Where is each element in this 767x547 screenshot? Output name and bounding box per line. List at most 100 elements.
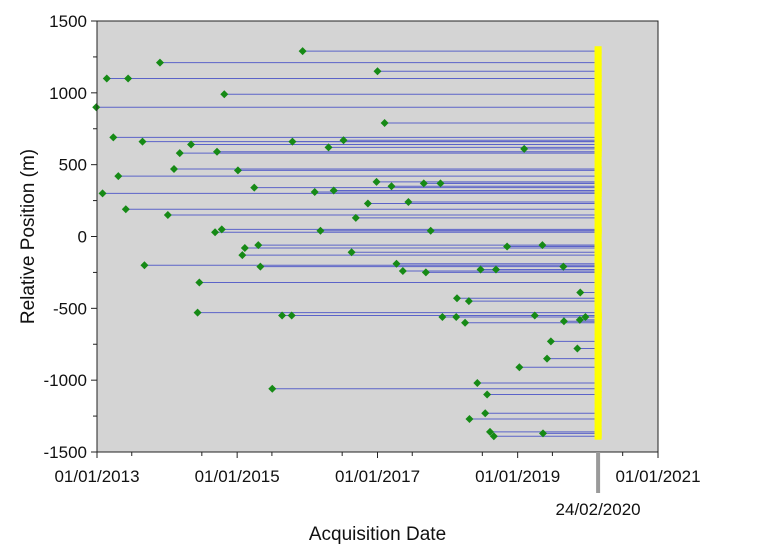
reference-marker	[594, 120, 602, 128]
data-point	[288, 137, 297, 146]
data-point	[193, 308, 202, 317]
reference-marker	[594, 431, 602, 439]
data-point	[473, 379, 482, 388]
reference-marker	[594, 385, 602, 393]
data-point	[387, 182, 396, 191]
reference-marker	[594, 339, 602, 347]
data-point	[559, 262, 568, 271]
reference-marker	[594, 241, 602, 249]
reference-marker	[594, 350, 602, 358]
plot-area	[97, 21, 658, 452]
y-axis-title: Relative Position (m)	[18, 149, 39, 324]
reference-marker	[594, 189, 602, 197]
data-point	[452, 312, 461, 321]
data-point	[268, 384, 277, 393]
data-point	[426, 226, 435, 235]
reference-marker	[594, 253, 602, 261]
reference-marker	[594, 264, 602, 272]
reference-marker	[594, 172, 602, 180]
data-point	[109, 133, 118, 142]
reference-marker	[594, 345, 602, 353]
reference-marker	[594, 414, 602, 422]
data-point	[212, 147, 221, 156]
reference-marker	[594, 218, 602, 226]
reference-marker	[594, 138, 602, 146]
reference-marker	[594, 396, 602, 404]
data-point	[581, 312, 590, 321]
data-point	[121, 205, 130, 214]
data-point	[211, 228, 220, 237]
x-tick-label: 01/01/2013	[54, 467, 139, 486]
reference-marker	[594, 258, 602, 266]
reference-marker	[594, 402, 602, 410]
data-point	[124, 74, 133, 83]
data-point	[573, 344, 582, 353]
reference-marker	[594, 281, 602, 289]
data-point	[481, 409, 490, 418]
data-point	[438, 312, 447, 321]
data-point	[575, 315, 584, 324]
data-point	[287, 311, 296, 320]
data-point	[515, 363, 524, 372]
data-point	[329, 186, 338, 195]
data-point	[464, 297, 473, 306]
data-point	[324, 143, 333, 152]
reference-marker	[594, 391, 602, 399]
x-tick-label: 01/01/2015	[195, 467, 280, 486]
data-point	[238, 251, 247, 260]
data-point	[503, 242, 512, 251]
reference-marker	[594, 46, 602, 54]
reference-marker	[594, 195, 602, 203]
reference-marker	[594, 356, 602, 364]
reference-marker	[594, 103, 602, 111]
reference-marker	[594, 327, 602, 335]
data-point	[278, 311, 287, 320]
reference-marker	[594, 362, 602, 370]
data-point	[169, 164, 178, 173]
reference-marker	[594, 293, 602, 301]
y-tick-label: 500	[59, 156, 87, 175]
reference-marker	[594, 51, 602, 59]
reference-marker	[594, 425, 602, 433]
reference-marker	[594, 299, 602, 307]
data-point	[298, 47, 307, 56]
reference-date-label: 24/02/2020	[556, 500, 641, 519]
reference-marker	[594, 224, 602, 232]
reference-marker	[594, 373, 602, 381]
data-point	[92, 103, 101, 112]
data-point	[538, 429, 547, 438]
reference-marker	[594, 115, 602, 123]
data-point	[347, 248, 356, 257]
reference-marker	[594, 276, 602, 284]
data-point	[436, 179, 445, 188]
reference-marker	[594, 149, 602, 157]
reference-marker	[594, 304, 602, 312]
reference-marker	[594, 230, 602, 238]
data-point	[140, 261, 149, 270]
data-point	[373, 67, 382, 76]
data-point	[489, 432, 498, 441]
reference-marker	[594, 247, 602, 255]
y-tick-label: -500	[53, 299, 87, 318]
x-axis-title: Acquisition Date	[309, 524, 446, 545]
reference-marker	[594, 322, 602, 330]
data-point	[538, 241, 547, 250]
y-tick-label: 0	[78, 228, 87, 247]
reference-marker	[594, 97, 602, 105]
data-point	[187, 140, 196, 149]
data-point	[195, 278, 204, 287]
reference-marker	[594, 126, 602, 134]
data-point	[351, 213, 360, 222]
reference-marker	[594, 379, 602, 387]
reference-marker	[594, 57, 602, 65]
y-axis: 1500 1000 500 0 -500 -1000 -1500	[44, 12, 97, 462]
data-point	[233, 166, 242, 175]
reference-marker	[594, 235, 602, 243]
reference-marker	[594, 310, 602, 318]
reference-marker	[594, 86, 602, 94]
data-point	[483, 390, 492, 399]
reference-marker	[594, 109, 602, 117]
data-point	[398, 266, 407, 275]
x-tick-label: 01/01/2021	[615, 467, 700, 486]
